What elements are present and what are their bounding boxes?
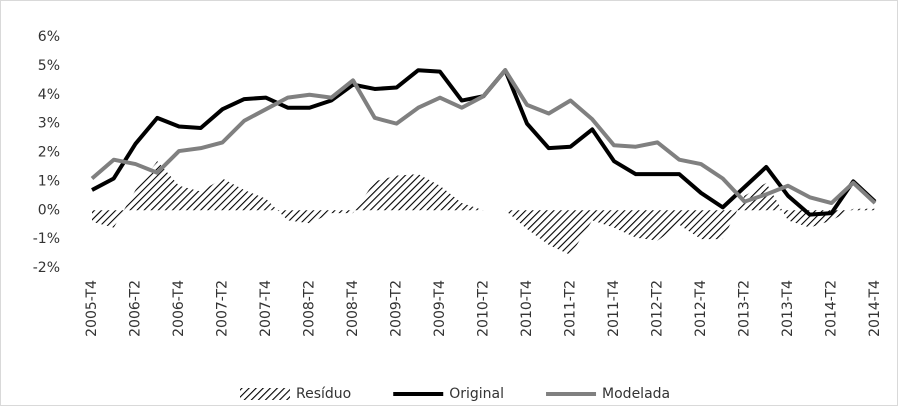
legend-label: Original <box>449 386 504 402</box>
y-tick-label: 3% <box>38 116 60 132</box>
x-tick-label: 2007-T2 <box>215 280 231 337</box>
x-tick-label: 2014-T2 <box>824 280 840 337</box>
series-line <box>90 68 877 206</box>
x-tick-label: 2007-T4 <box>258 280 274 337</box>
x-tick-label: 2008-T4 <box>345 280 361 337</box>
legend-swatch <box>240 388 290 400</box>
x-tick-label: 2010-T2 <box>476 280 492 337</box>
x-tick-label: 2010-T4 <box>519 280 535 337</box>
x-tick-label: 2013-T2 <box>737 280 753 337</box>
x-tick-label: 2012-T2 <box>650 280 666 337</box>
y-tick-label: 0% <box>38 202 60 218</box>
x-tick-label: 2012-T4 <box>693 280 709 337</box>
y-tick-label: -2% <box>33 260 60 276</box>
x-tick-label: 2008-T2 <box>302 280 318 337</box>
residual-area <box>92 161 875 256</box>
y-tick-label: 2% <box>38 145 60 161</box>
x-tick-label: 2013-T4 <box>780 280 796 337</box>
x-tick-label: 2009-T2 <box>389 280 405 337</box>
y-tick-label: -1% <box>33 231 60 247</box>
legend-label: Modelada <box>602 386 670 402</box>
x-tick-label: 2011-T4 <box>606 280 622 337</box>
x-tick-label: 2006-T2 <box>128 280 144 337</box>
x-tick-label: 2009-T4 <box>432 280 448 337</box>
x-tick-label: 2014-T4 <box>867 280 883 337</box>
legend-label: Resíduo <box>296 386 351 402</box>
y-tick-label: 4% <box>38 87 60 103</box>
x-tick-label: 2011-T2 <box>563 280 579 337</box>
x-tick-label: 2006-T4 <box>171 280 187 337</box>
x-tick-label: 2005-T4 <box>84 280 100 337</box>
y-tick-label: 6% <box>38 29 60 45</box>
y-tick-label: 5% <box>38 58 60 74</box>
y-tick-label: 1% <box>38 173 60 189</box>
